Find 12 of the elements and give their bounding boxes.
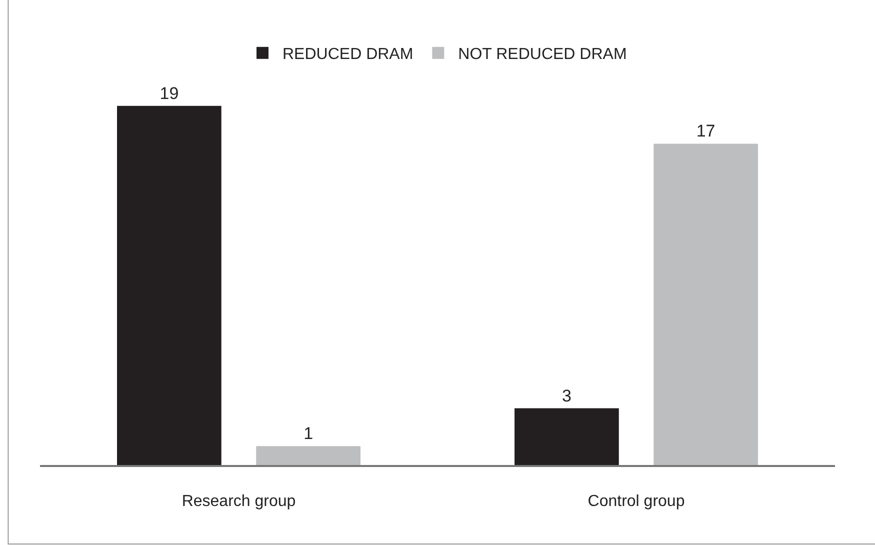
- legend-label: NOT REDUCED DRAM: [458, 46, 627, 64]
- bar: [256, 446, 360, 465]
- legend-label: REDUCED DRAM: [282, 46, 414, 64]
- bar: [654, 144, 758, 465]
- x-tick-label: Control group: [588, 493, 685, 510]
- data-label: 1: [304, 424, 314, 444]
- bar: [514, 408, 619, 465]
- data-label: 17: [696, 122, 716, 141]
- data-label: 19: [160, 84, 179, 103]
- data-label: 3: [562, 386, 572, 406]
- bar: [117, 106, 222, 465]
- x-tick-label: Research group: [182, 493, 296, 510]
